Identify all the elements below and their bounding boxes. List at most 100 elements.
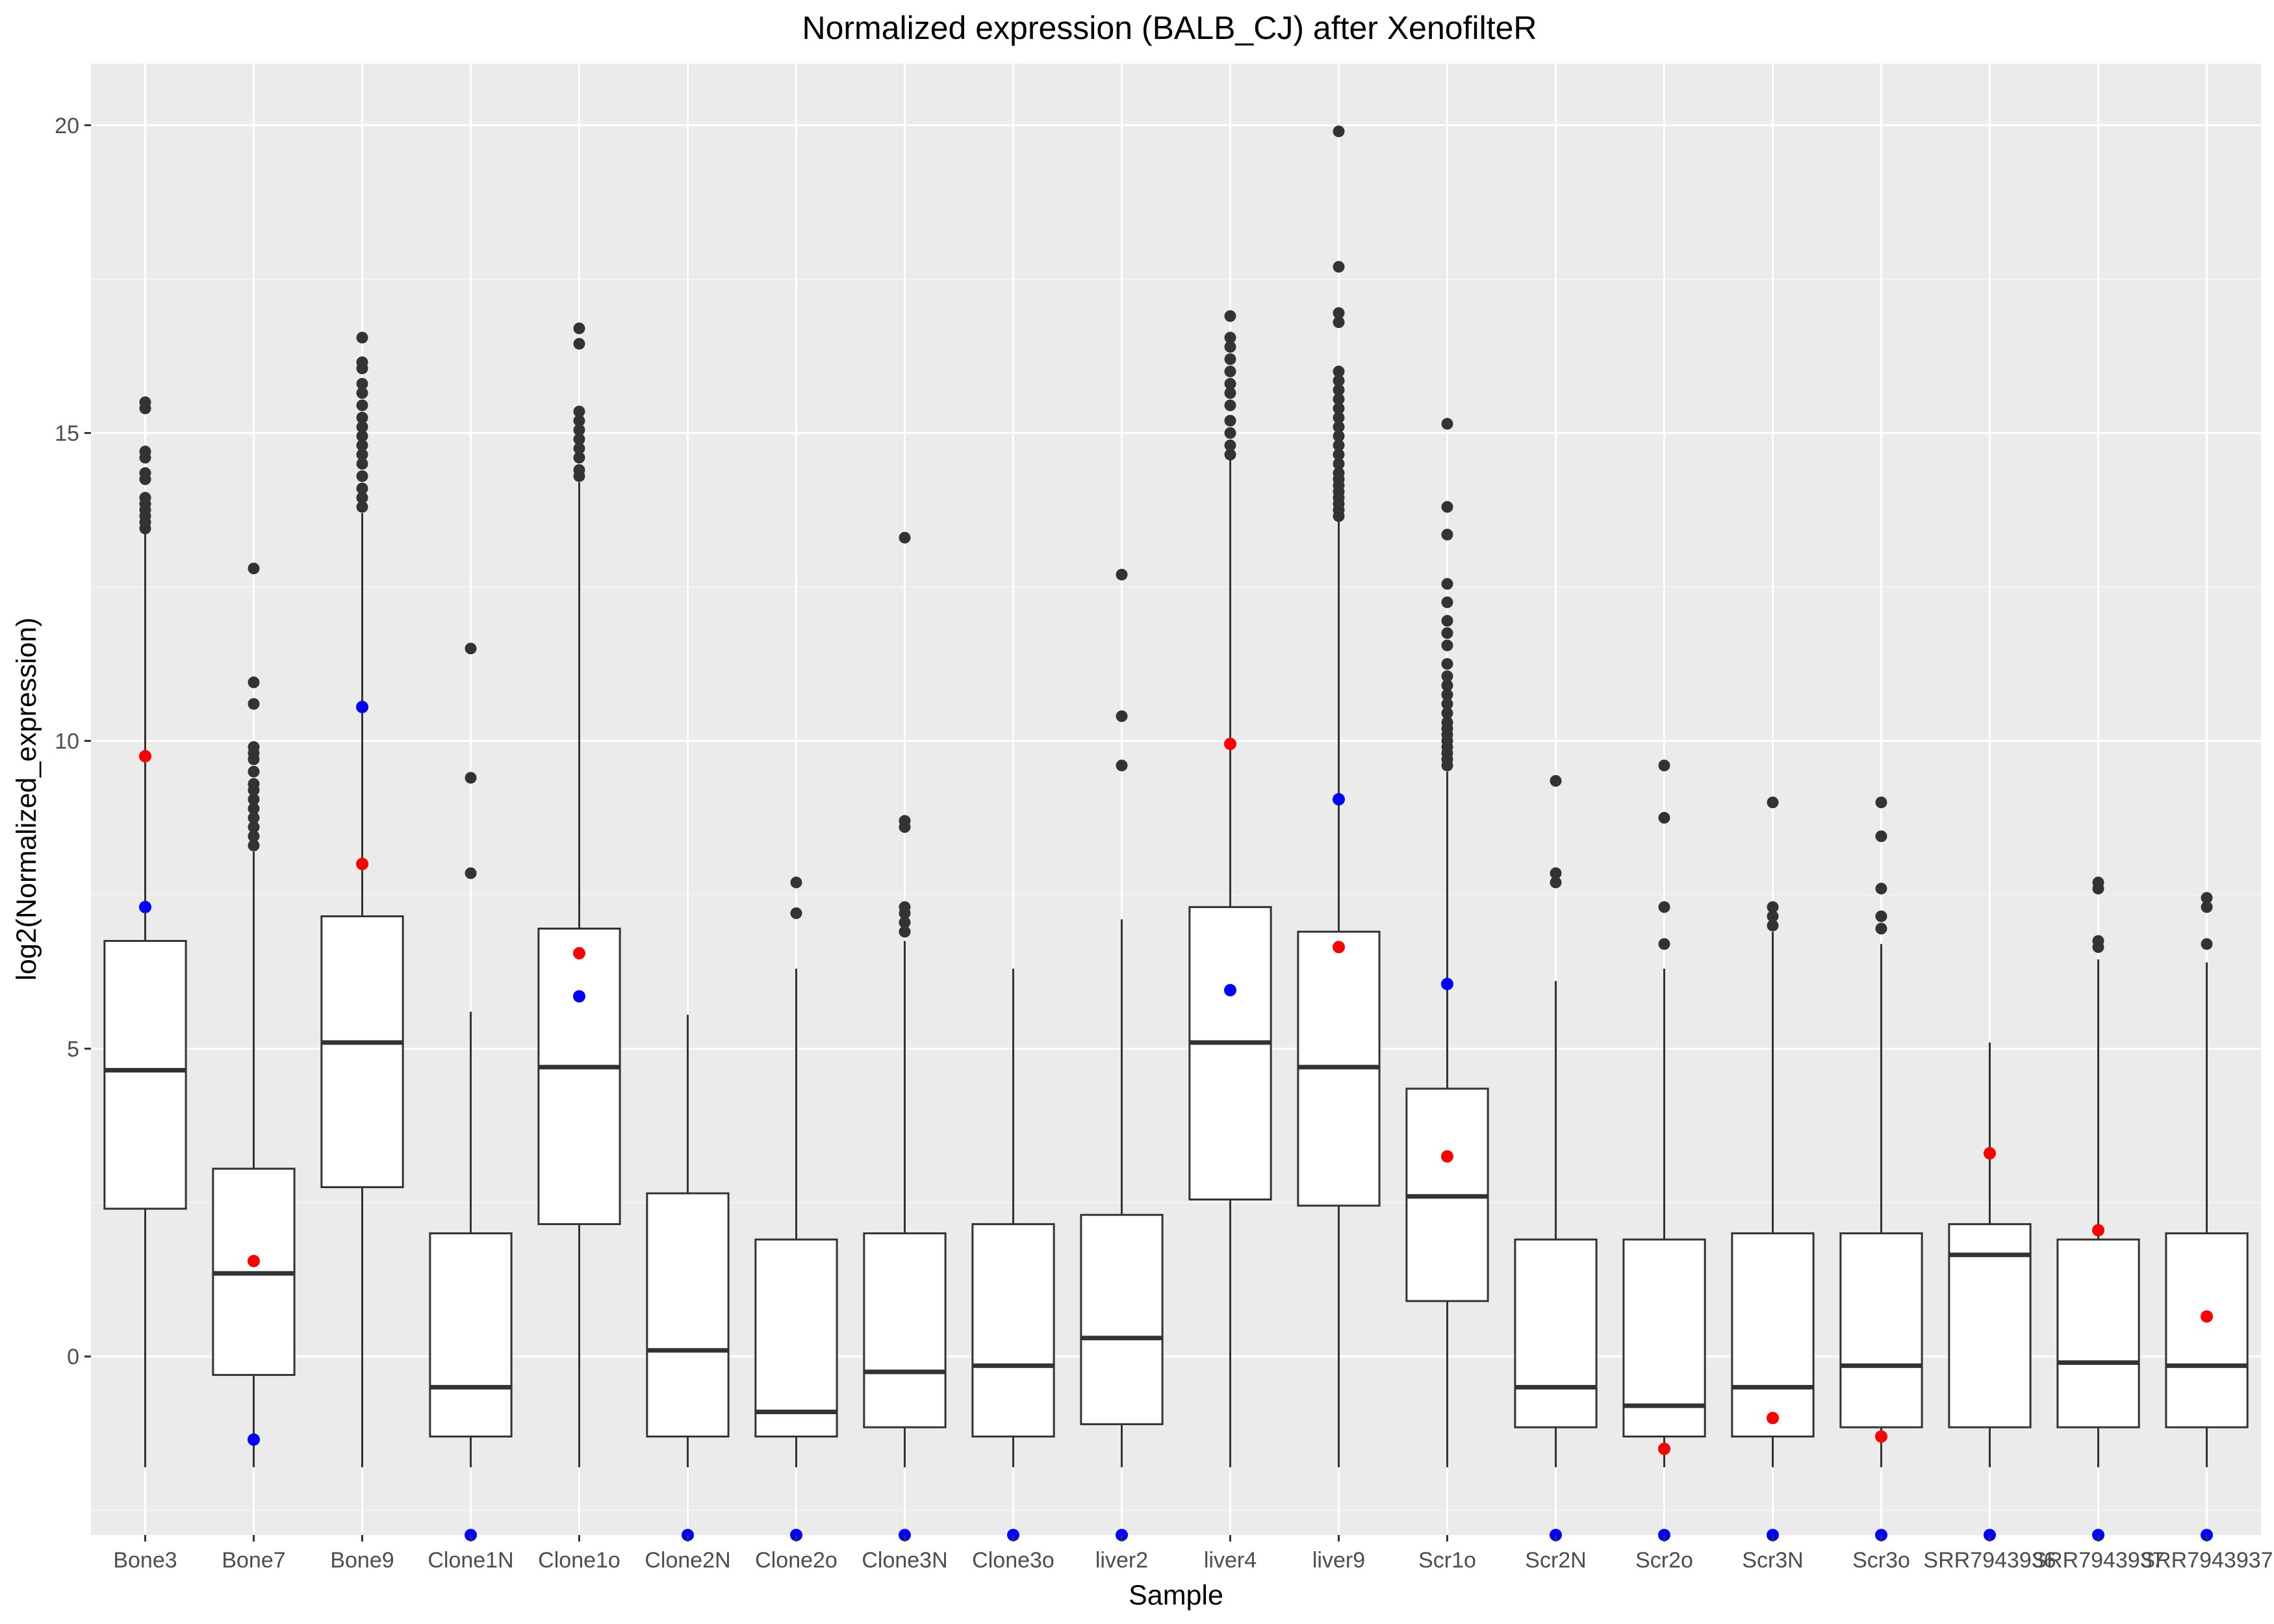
box-group-Clone1N (429, 642, 513, 1542)
red-point (248, 1254, 260, 1267)
y-tick-label: 20 (55, 114, 79, 138)
outlier-point (1441, 596, 1453, 609)
outlier-point (1441, 717, 1453, 729)
outlier-point (1441, 707, 1453, 719)
outlier-point (465, 772, 477, 784)
outlier-point (1224, 399, 1236, 411)
blue-point (1333, 793, 1345, 806)
outlier-point (1441, 639, 1453, 652)
outlier-point (1224, 365, 1236, 377)
outlier-point (356, 501, 368, 513)
outlier-point (1333, 411, 1345, 424)
box (1839, 1232, 1923, 1428)
outlier-point (1550, 876, 1562, 889)
x-tick-label: Clone3o (972, 1548, 1054, 1573)
red-point (356, 857, 368, 870)
outlier-point (1224, 310, 1236, 322)
outlier-point (1333, 365, 1345, 377)
blue-point (139, 900, 151, 913)
outlier-point (573, 424, 585, 436)
outlier-point (1333, 307, 1345, 319)
x-tick-label: Scr1o (1418, 1548, 1476, 1573)
box-group-Scr3o (1839, 796, 1923, 1542)
box (2165, 1232, 2249, 1428)
red-point (2201, 1310, 2213, 1323)
blue-point (1441, 978, 1453, 991)
box-group-Bone3 (103, 396, 187, 1467)
outlier-point (1333, 125, 1345, 138)
outlier-point (356, 470, 368, 482)
outlier-point (1224, 353, 1236, 365)
outlier-point (1224, 448, 1236, 461)
outlier-point (1658, 901, 1670, 913)
outlier-point (1333, 384, 1345, 396)
outlier-point (465, 867, 477, 880)
outlier-point (356, 439, 368, 451)
outlier-point (248, 741, 260, 753)
box-group-liver2 (1080, 568, 1164, 1542)
outlier-point (356, 387, 368, 400)
outlier-point (1658, 938, 1670, 950)
red-point (1333, 941, 1345, 954)
y-tick-label: 15 (55, 422, 79, 446)
outlier-point (1224, 331, 1236, 344)
outlier-point (573, 464, 585, 476)
x-tick-label: Clone3N (862, 1548, 947, 1573)
boxplot-marks (103, 125, 2249, 1542)
outlier-point (573, 451, 585, 464)
box (1080, 1213, 1164, 1425)
outlier-point (1224, 439, 1236, 451)
box-group-Clone2o (754, 876, 838, 1542)
outlier-point (248, 698, 260, 710)
blue-point (356, 700, 368, 713)
outlier-point (1767, 919, 1779, 932)
box-group-Bone7 (212, 563, 296, 1467)
outlier-point (1333, 439, 1345, 451)
outlier-point (2092, 876, 2104, 889)
x-tick-label: liver4 (1204, 1548, 1257, 1573)
box (1514, 1238, 1598, 1428)
outlier-point (248, 765, 260, 778)
red-point (1984, 1147, 1996, 1160)
outlier-point (356, 411, 368, 424)
box (2056, 1238, 2140, 1428)
outlier-point (1224, 427, 1236, 439)
outlier-point (356, 482, 368, 494)
outlier-point (248, 811, 260, 824)
outlier-point (1333, 448, 1345, 461)
outlier-point (573, 442, 585, 455)
outlier-point (1441, 689, 1453, 701)
x-tick-label: Clone2o (755, 1548, 837, 1573)
outlier-point (2201, 938, 2213, 950)
outlier-point (1333, 421, 1345, 433)
x-tick-label: Bone7 (222, 1548, 285, 1573)
outlier-point (356, 448, 368, 461)
chart-title: Normalized expression (BALB_CJ) after Xe… (802, 10, 1537, 46)
outlier-point (1224, 414, 1236, 427)
x-tick-label: Clone1o (538, 1548, 620, 1573)
box-group-liver4 (1188, 310, 1272, 1467)
outlier-point (1441, 418, 1453, 430)
y-tick-label: 5 (67, 1037, 79, 1061)
red-point (1441, 1150, 1453, 1163)
box (103, 939, 187, 1210)
x-tick-label: Clone2N (645, 1548, 730, 1573)
box (320, 915, 404, 1189)
box-group-SRR7943937 (2165, 892, 2249, 1542)
outlier-point (1875, 830, 1887, 843)
box-group-SRR7943936 (1948, 1042, 2032, 1542)
outlier-point (1875, 796, 1887, 809)
outlier-point (139, 492, 151, 504)
outlier-point (1767, 901, 1779, 913)
outlier-point (1441, 615, 1453, 627)
x-tick-label: SRR7943936 (1923, 1548, 2056, 1573)
outlier-point (1333, 375, 1345, 387)
box (1188, 906, 1272, 1201)
x-tick-label: Scr3o (1852, 1548, 1910, 1573)
red-point (139, 750, 151, 763)
outlier-point (899, 901, 911, 913)
red-point (1658, 1442, 1670, 1455)
outlier-point (1658, 759, 1670, 772)
y-tick-label: 0 (67, 1345, 79, 1369)
box-group-liver9 (1297, 125, 1381, 1467)
